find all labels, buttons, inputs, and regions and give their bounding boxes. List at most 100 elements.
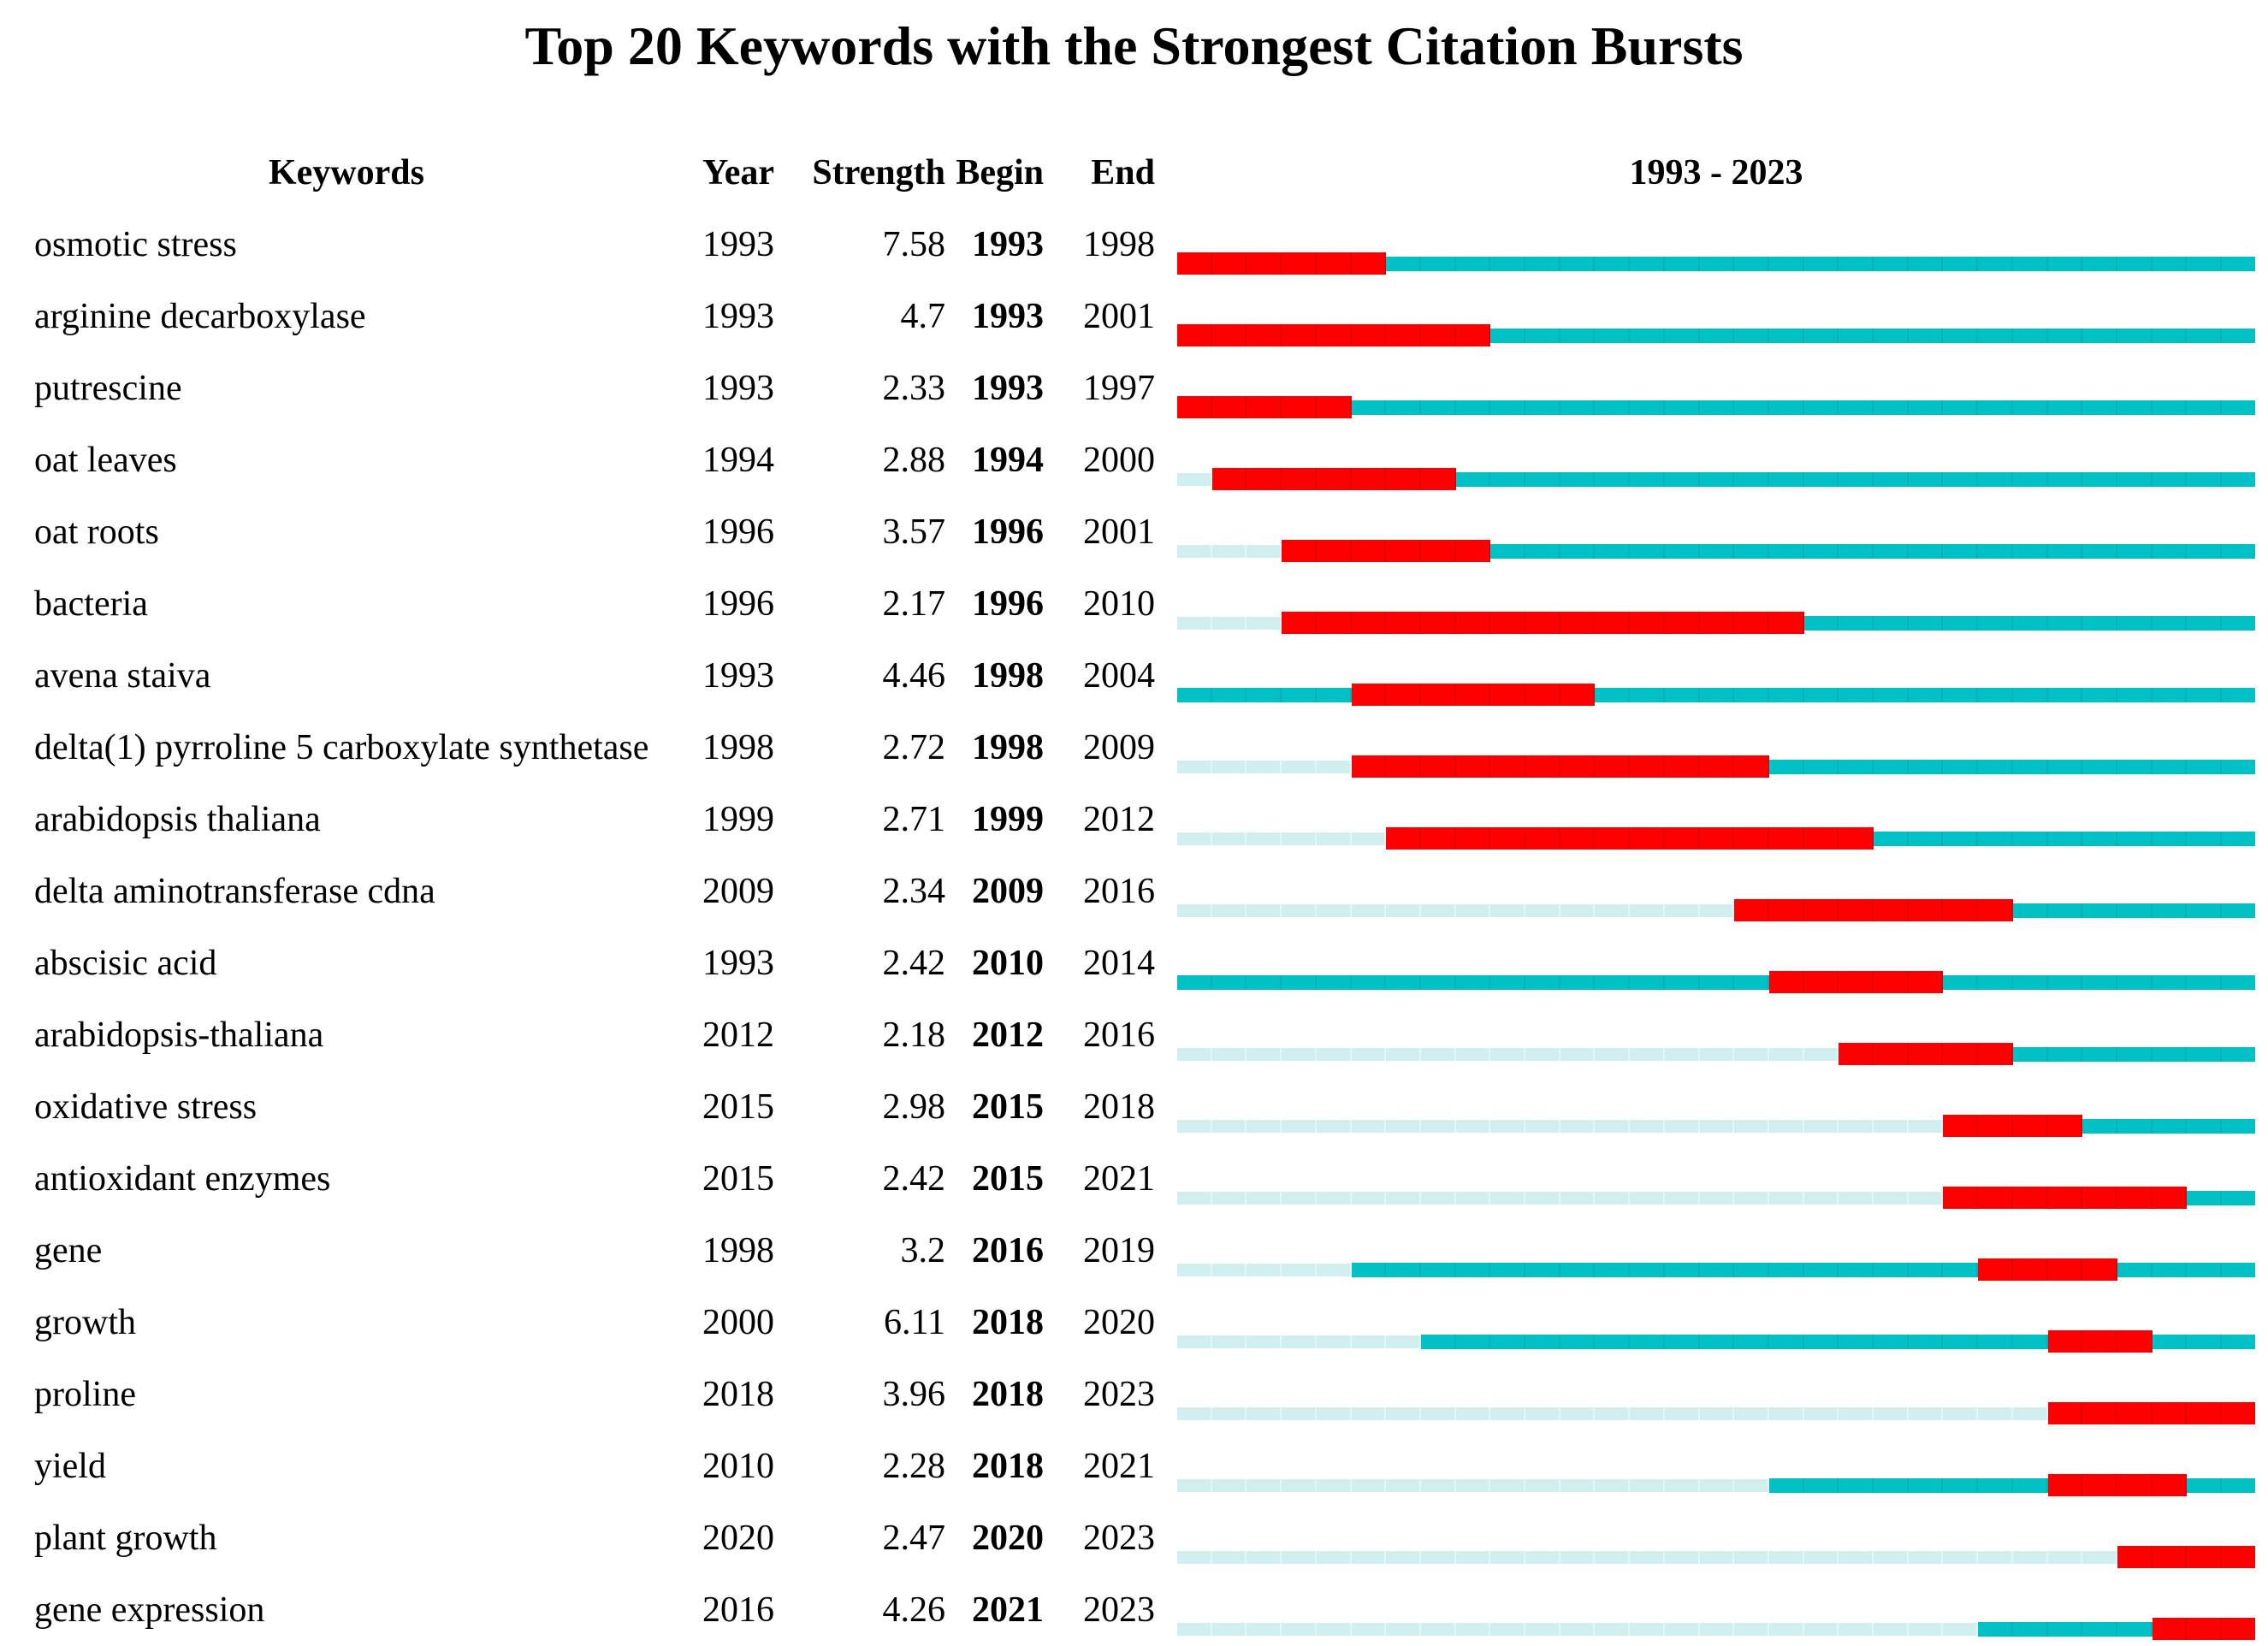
year-cell-1995: [1247, 1047, 1282, 1061]
year-cell-1998: [1351, 832, 1387, 845]
year-cell-2020: [2117, 1546, 2153, 1568]
year-cell-2006: [1630, 827, 1665, 850]
year-cell-2009: [1734, 755, 1769, 778]
burst-timeline-bar: [1177, 324, 2255, 346]
year-cell-2009: [1734, 612, 1769, 634]
year-cell-2012: [1839, 759, 1874, 774]
year-cell-2018: [2047, 1115, 2083, 1137]
year-cell-2010: [1768, 971, 1804, 993]
year-cell-2007: [1664, 1478, 1700, 1492]
year-cell-2006: [1630, 1550, 1665, 1564]
year-cell-2012: [1839, 1191, 1874, 1205]
year-cell-2000: [1420, 903, 1456, 917]
year-cell-2003: [1525, 1119, 1560, 1133]
year-cell-2006: [1630, 256, 1665, 271]
year-cell-2000: [1420, 1406, 1456, 1420]
year-cell-2007: [1664, 328, 1700, 343]
year-cell-2021: [2152, 687, 2188, 702]
year-cell-2023: [2222, 1190, 2255, 1205]
year-cell-1998: [1351, 903, 1387, 917]
begin-value: 1999: [972, 800, 1044, 839]
year-cell-2004: [1560, 1622, 1596, 1636]
year-cell-2011: [1803, 1622, 1839, 1636]
strength-value: 2.42: [882, 1159, 946, 1199]
year-cell-2017: [2012, 256, 2048, 271]
chart-title: Top 20 Keywords with the Strongest Citat…: [524, 15, 1744, 76]
year-cell-2001: [1455, 1550, 1491, 1564]
year-cell-2018: [2047, 1258, 2083, 1281]
year-cell-2006: [1630, 612, 1665, 634]
year-cell-2015: [1943, 1334, 1979, 1349]
year-cell-1997: [1316, 252, 1352, 275]
year-cell-1993: [1177, 832, 1212, 845]
year-cell-2013: [1874, 256, 1909, 271]
year-cell-2011: [1803, 971, 1839, 993]
burst-timeline-bar: [1177, 252, 2255, 275]
year-cell-2002: [1490, 256, 1526, 271]
year-cell-2019: [2082, 400, 2117, 415]
year-cell-2019: [2082, 1474, 2117, 1496]
year-cell-2004: [1560, 400, 1596, 415]
year-cell-2014: [1908, 1119, 1944, 1133]
year-cell-2014: [1908, 543, 1944, 559]
burst-timeline-bar: [1177, 1474, 2255, 1496]
end-value: 2001: [1083, 297, 1155, 336]
year-cell-2017: [2012, 1621, 2048, 1637]
year-cell-2011: [1803, 827, 1839, 850]
year-cell-2001: [1455, 540, 1491, 562]
year-cell-2008: [1699, 1262, 1735, 1277]
year-cell-1994: [1211, 468, 1247, 490]
year-cell-2002: [1490, 328, 1526, 343]
year-cell-2022: [2187, 1118, 2223, 1134]
burst-timeline-bar: [1177, 1618, 2255, 1640]
year-cell-2014: [1908, 759, 1944, 774]
year-cell-2016: [1978, 759, 2013, 774]
year-cell-2001: [1455, 324, 1491, 346]
year-cell-2017: [2012, 759, 2048, 774]
year-cell-2006: [1630, 903, 1665, 917]
year-cell-2014: [1908, 471, 1944, 487]
year-cell-1998: [1351, 684, 1387, 706]
year-cell-2015: [1943, 1622, 1979, 1636]
year-cell-2022: [2187, 974, 2223, 990]
year-cell-2019: [2082, 1118, 2117, 1134]
burst-timeline-bar: [1177, 827, 2255, 850]
year-cell-2018: [2047, 759, 2083, 774]
year-cell-2020: [2117, 471, 2153, 487]
end-value: 2009: [1083, 728, 1155, 767]
strength-value: 4.26: [882, 1590, 946, 1630]
year-cell-2014: [1908, 1477, 1944, 1493]
year-cell-2016: [1978, 1187, 2013, 1209]
table-row: oxidative stress 2015 2.98 2015 2018: [0, 1071, 2268, 1143]
begin-value: 1993: [972, 297, 1044, 336]
year-cell-2009: [1734, 471, 1769, 487]
year-cell-2013: [1874, 1334, 1909, 1349]
year-cell-2009: [1734, 1047, 1769, 1061]
year-cell-2007: [1664, 1262, 1700, 1277]
year-cell-2014: [1908, 899, 1944, 921]
year-cell-1993: [1177, 974, 1212, 990]
year-cell-2020: [2117, 1474, 2153, 1496]
year-cell-2022: [2187, 1402, 2223, 1424]
year-cell-1997: [1316, 612, 1352, 634]
year-cell-2020: [2117, 1621, 2153, 1637]
year-cell-2015: [1943, 1262, 1979, 1277]
year-cell-2018: [2047, 256, 2083, 271]
year-cell-2017: [2012, 1406, 2048, 1420]
citation-burst-chart: Top 20 Keywords with the Strongest Citat…: [0, 12, 2268, 1646]
year-cell-1998: [1351, 1119, 1387, 1133]
year-cell-2009: [1734, 400, 1769, 415]
table-row: yield 2010 2.28 2018 2021: [0, 1430, 2268, 1502]
keyword-label: proline: [34, 1375, 136, 1414]
year-cell-1997: [1316, 687, 1352, 702]
year-cell-2002: [1490, 543, 1526, 559]
year-cell-1996: [1282, 1263, 1317, 1276]
year-cell-2013: [1874, 400, 1909, 415]
col-header-end: End: [1091, 153, 1155, 192]
year-cell-1999: [1386, 256, 1421, 271]
year-cell-2010: [1768, 400, 1804, 415]
keyword-label: delta aminotransferase cdna: [34, 872, 435, 911]
year-cell-1998: [1351, 755, 1387, 778]
keyword-label: gene: [34, 1231, 103, 1270]
year-cell-2001: [1455, 827, 1491, 850]
